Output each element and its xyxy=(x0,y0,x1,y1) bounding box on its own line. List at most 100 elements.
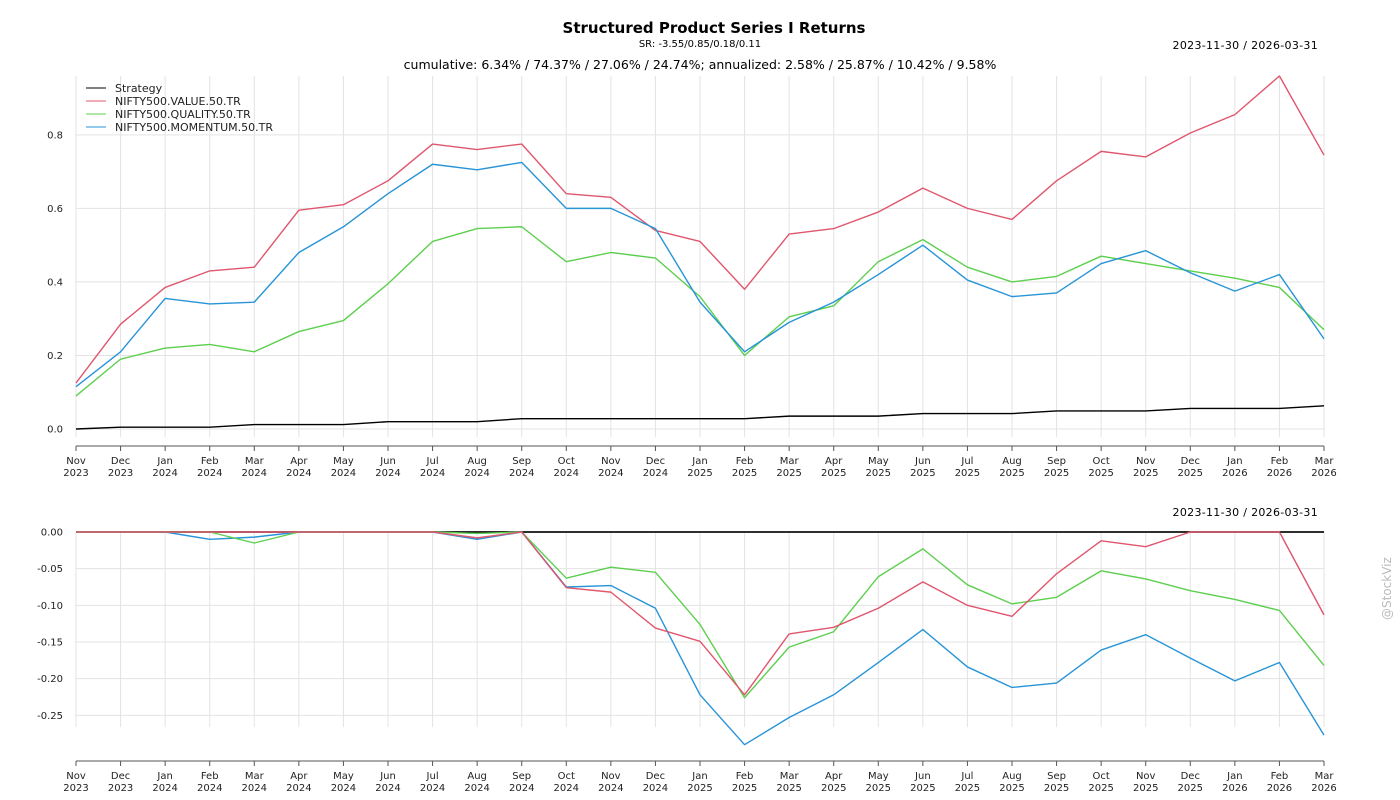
x-tick-year: 2024 xyxy=(598,783,623,794)
x-tick-year: 2025 xyxy=(821,783,846,794)
y-tick-label: -0.10 xyxy=(37,601,63,612)
x-tick-month: Feb xyxy=(201,771,219,782)
x-tick-year: 2024 xyxy=(286,468,311,479)
x-tick-month: Oct xyxy=(558,771,575,782)
x-tick-year: 2024 xyxy=(197,468,222,479)
x-tick-month: Sep xyxy=(512,456,531,467)
x-tick-year: 2024 xyxy=(509,783,534,794)
x-tick-year: 2024 xyxy=(509,468,534,479)
x-tick-year: 2024 xyxy=(554,468,579,479)
x-tick-year: 2025 xyxy=(999,468,1024,479)
x-tick-year: 2023 xyxy=(108,783,133,794)
x-tick-month: Apr xyxy=(290,771,308,782)
x-tick-month: Apr xyxy=(290,456,308,467)
x-tick-month: May xyxy=(868,771,889,782)
x-tick-year: 2026 xyxy=(1222,783,1247,794)
x-tick-year: 2025 xyxy=(955,783,980,794)
x-tick-year: 2024 xyxy=(554,783,579,794)
x-tick-month: Apr xyxy=(825,771,843,782)
x-tick-month: Dec xyxy=(1181,456,1200,467)
x-tick-year: 2024 xyxy=(331,468,356,479)
x-tick-year: 2026 xyxy=(1311,468,1336,479)
x-tick-month: Nov xyxy=(66,456,86,467)
x-tick-year: 2024 xyxy=(286,783,311,794)
x-tick-month: Jul xyxy=(960,456,973,467)
x-tick-month: Nov xyxy=(601,771,621,782)
x-tick-year: 2025 xyxy=(1044,468,1069,479)
legend-label: Strategy xyxy=(115,82,163,95)
x-tick-year: 2026 xyxy=(1222,468,1247,479)
series-line-nifty500-momentum-50-tr-drawdown xyxy=(76,531,1325,746)
x-tick-month: May xyxy=(868,456,889,467)
series-line-nifty500-value-50-tr-returns xyxy=(75,75,1325,384)
x-tick-month: May xyxy=(333,771,354,782)
x-tick-month: Sep xyxy=(1047,456,1066,467)
x-tick-month: Jun xyxy=(914,771,931,782)
x-tick-year: 2025 xyxy=(866,468,891,479)
x-tick-month: Sep xyxy=(1047,771,1066,782)
x-tick-month: Mar xyxy=(245,771,265,782)
y-tick-label: 0.2 xyxy=(47,351,63,362)
x-tick-year: 2025 xyxy=(866,783,891,794)
x-tick-year: 2024 xyxy=(152,468,177,479)
x-tick-year: 2023 xyxy=(63,783,88,794)
x-tick-month: Feb xyxy=(1271,456,1289,467)
x-tick-month: Jun xyxy=(379,771,396,782)
series-line-nifty500-quality-50-tr-drawdown xyxy=(76,531,1325,699)
x-tick-year: 2026 xyxy=(1311,783,1336,794)
cumulative-returns-panel: 0.00.20.40.60.8Nov2023Dec2023Jan2024Feb2… xyxy=(47,75,1337,479)
x-tick-year: 2025 xyxy=(955,468,980,479)
x-tick-year: 2024 xyxy=(643,468,668,479)
x-tick-month: Dec xyxy=(1181,771,1200,782)
x-tick-year: 2025 xyxy=(999,783,1024,794)
x-tick-year: 2025 xyxy=(732,783,757,794)
x-tick-month: Jan xyxy=(1226,771,1242,782)
y-tick-label: -0.05 xyxy=(37,564,63,575)
x-tick-month: Apr xyxy=(825,456,843,467)
series-line-strategy-returns xyxy=(75,405,1325,430)
x-tick-year: 2025 xyxy=(776,783,801,794)
x-tick-month: Aug xyxy=(467,456,487,467)
y-tick-label: 0.8 xyxy=(47,130,63,141)
x-tick-year: 2023 xyxy=(108,468,133,479)
x-tick-month: Oct xyxy=(1092,771,1109,782)
x-tick-month: Nov xyxy=(601,456,621,467)
x-tick-year: 2025 xyxy=(1178,468,1203,479)
y-tick-label: 0.00 xyxy=(41,528,63,539)
x-tick-year: 2025 xyxy=(1133,783,1158,794)
legend-label: NIFTY500.QUALITY.50.TR xyxy=(115,108,251,121)
y-tick-label: 0.4 xyxy=(47,277,63,288)
x-tick-year: 2025 xyxy=(732,468,757,479)
x-tick-month: Jun xyxy=(379,456,396,467)
x-tick-month: Mar xyxy=(245,456,265,467)
x-tick-month: Dec xyxy=(646,771,665,782)
x-tick-year: 2024 xyxy=(242,468,267,479)
legend: StrategyNIFTY500.VALUE.50.TRNIFTY500.QUA… xyxy=(86,82,273,134)
x-tick-year: 2024 xyxy=(152,783,177,794)
x-tick-year: 2025 xyxy=(1133,468,1158,479)
sharpe-ratio-subtitle: SR: -3.55/0.85/0.18/0.11 xyxy=(638,39,762,50)
date-range-bottom: 2023-11-30 / 2026-03-31 xyxy=(1172,506,1318,519)
x-tick-year: 2024 xyxy=(375,783,400,794)
x-tick-year: 2024 xyxy=(464,783,489,794)
x-tick-year: 2024 xyxy=(598,468,623,479)
x-tick-month: Sep xyxy=(512,771,531,782)
x-tick-year: 2025 xyxy=(910,783,935,794)
x-tick-month: Aug xyxy=(467,771,487,782)
x-tick-year: 2025 xyxy=(1178,783,1203,794)
chart-title: Structured Product Series I Returns xyxy=(562,19,866,37)
x-tick-year: 2026 xyxy=(1267,468,1292,479)
x-tick-year: 2024 xyxy=(375,468,400,479)
x-tick-month: Oct xyxy=(1092,456,1109,467)
x-tick-month: Jan xyxy=(691,771,707,782)
x-tick-year: 2026 xyxy=(1267,783,1292,794)
x-tick-month: Dec xyxy=(646,456,665,467)
series-line-nifty500-value-50-tr-drawdown xyxy=(76,531,1325,696)
x-tick-month: Feb xyxy=(1271,771,1289,782)
x-tick-month: Jan xyxy=(156,456,172,467)
x-tick-year: 2023 xyxy=(63,468,88,479)
x-tick-month: Jul xyxy=(426,771,439,782)
x-tick-month: Oct xyxy=(558,456,575,467)
x-tick-month: Jan xyxy=(1226,456,1242,467)
x-tick-month: Nov xyxy=(1136,456,1156,467)
